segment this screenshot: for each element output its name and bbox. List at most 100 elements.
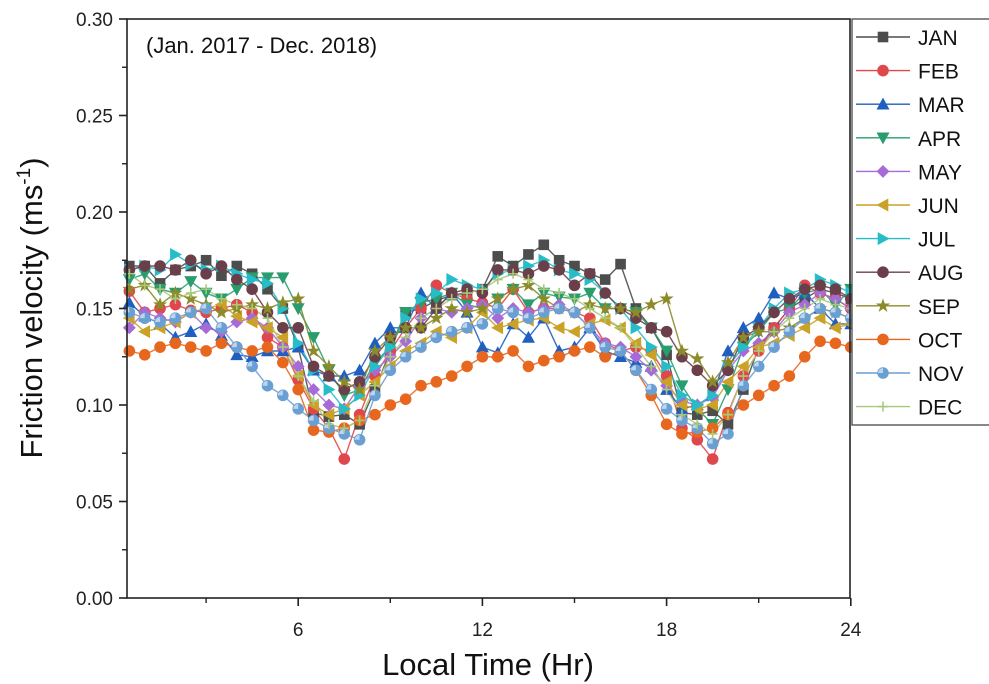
data-point-nov-highlight bbox=[661, 403, 667, 409]
x-tick-label: 24 bbox=[840, 620, 862, 641]
data-point-jun bbox=[138, 325, 150, 339]
data-point-nov-highlight bbox=[216, 322, 222, 328]
data-point-aug bbox=[184, 254, 197, 267]
y-tick-label: 0.00 bbox=[76, 589, 113, 610]
data-point-jun bbox=[736, 359, 749, 373]
data-point-mar bbox=[521, 330, 535, 343]
data-point-jul bbox=[400, 311, 413, 325]
data-point-nov-highlight bbox=[830, 307, 836, 313]
data-point-may bbox=[307, 383, 320, 396]
data-point-aug bbox=[154, 260, 166, 272]
data-point-oct bbox=[184, 341, 197, 353]
data-point-dec bbox=[830, 299, 841, 310]
legend-item-nov: NOV bbox=[856, 363, 964, 386]
data-point-jan bbox=[615, 258, 626, 270]
y-tick-label: 0.30 bbox=[76, 10, 113, 31]
legend-item-jul: JUL bbox=[856, 229, 955, 252]
data-point-sep bbox=[613, 301, 628, 315]
data-point-mar bbox=[475, 340, 489, 353]
y-tick-label: 0.25 bbox=[76, 107, 113, 128]
data-point-dec bbox=[416, 313, 426, 324]
data-point-dec bbox=[400, 332, 411, 343]
data-point-oct bbox=[215, 337, 228, 350]
legend-label: AUG bbox=[918, 262, 964, 285]
data-point-aug bbox=[491, 264, 504, 276]
data-point-jul bbox=[415, 292, 428, 306]
data-point-oct bbox=[829, 337, 842, 350]
data-point-oct bbox=[415, 379, 427, 392]
data-point-dec bbox=[676, 409, 687, 420]
data-point-apr bbox=[660, 345, 674, 358]
data-point-dec bbox=[492, 274, 503, 285]
x-tick-label: 12 bbox=[472, 620, 493, 641]
legend-item-may: MAY bbox=[856, 161, 962, 184]
annotation-date-range: (Jan. 2017 - Dec. 2018) bbox=[146, 33, 377, 58]
data-point-aug bbox=[691, 364, 704, 377]
data-point-nov-highlight bbox=[584, 322, 590, 328]
data-point-dec bbox=[692, 419, 703, 430]
legend-marker-oct bbox=[877, 333, 889, 346]
data-point-jun bbox=[567, 325, 580, 339]
data-point-oct bbox=[660, 418, 673, 431]
data-point-jan bbox=[538, 239, 550, 251]
data-point-aug bbox=[553, 264, 565, 276]
data-point-aug bbox=[768, 306, 780, 319]
data-point-nov-highlight bbox=[354, 434, 360, 440]
data-point-dec bbox=[431, 303, 442, 314]
data-point-nov-highlight bbox=[385, 365, 391, 371]
data-point-aug bbox=[584, 267, 596, 280]
data-point-sep bbox=[628, 304, 643, 319]
data-point-sep bbox=[490, 291, 505, 305]
data-point-jul bbox=[384, 340, 397, 354]
data-point-nov-highlight bbox=[738, 380, 744, 386]
data-point-nov-highlight bbox=[799, 313, 805, 319]
data-point-nov-highlight bbox=[262, 380, 268, 386]
data-point-mar bbox=[230, 348, 244, 361]
data-point-aug bbox=[138, 260, 151, 272]
y-axis: 0.00 0.05 0.10 0.15 0.20 0.25 0.30 bbox=[76, 10, 127, 610]
legend-marker-dec bbox=[878, 401, 888, 412]
data-point-aug bbox=[277, 321, 289, 334]
data-point-nov-highlight bbox=[492, 303, 498, 309]
data-point-oct bbox=[476, 350, 489, 363]
data-point-nov-highlight bbox=[231, 342, 237, 348]
data-point-jul bbox=[338, 402, 351, 416]
data-point-dec bbox=[369, 380, 380, 391]
legend-item-mar: MAR bbox=[856, 94, 965, 117]
data-point-oct bbox=[261, 341, 274, 353]
data-point-dec bbox=[262, 313, 273, 324]
data-point-dec bbox=[446, 293, 457, 304]
data-point-dec bbox=[799, 303, 810, 314]
data-point-oct bbox=[553, 350, 565, 363]
data-point-aug bbox=[200, 267, 212, 280]
data-point-sep bbox=[705, 374, 720, 388]
legend-label: FEB bbox=[918, 61, 959, 84]
data-point-oct bbox=[798, 350, 811, 363]
data-point-dec bbox=[477, 284, 488, 295]
data-point-dec bbox=[615, 322, 626, 333]
data-point-dec bbox=[124, 268, 135, 279]
data-point-oct bbox=[522, 360, 535, 373]
data-point-nov-highlight bbox=[477, 318, 483, 324]
y-tick-label: 0.05 bbox=[76, 493, 113, 514]
data-point-nov-highlight bbox=[569, 307, 575, 313]
data-point-jan bbox=[599, 274, 611, 285]
data-point-oct bbox=[154, 341, 166, 353]
data-point-jul bbox=[630, 321, 643, 335]
data-point-may bbox=[491, 311, 505, 325]
data-point-dec bbox=[723, 409, 733, 420]
data-point-dec bbox=[139, 280, 150, 291]
legend-label: JUN bbox=[918, 195, 959, 218]
data-point-jun bbox=[322, 408, 335, 422]
data-point-nov-highlight bbox=[600, 342, 606, 348]
data-point-sep bbox=[383, 329, 398, 344]
data-point-oct bbox=[752, 389, 765, 402]
data-point-jun bbox=[230, 309, 243, 323]
data-point-sep bbox=[183, 291, 198, 305]
legend-label: DEC bbox=[918, 397, 962, 420]
data-point-dec bbox=[661, 384, 672, 395]
data-point-nov-highlight bbox=[416, 342, 421, 348]
data-point-jan bbox=[492, 251, 504, 262]
data-point-nov-highlight bbox=[170, 313, 176, 319]
data-point-dec bbox=[600, 313, 611, 324]
